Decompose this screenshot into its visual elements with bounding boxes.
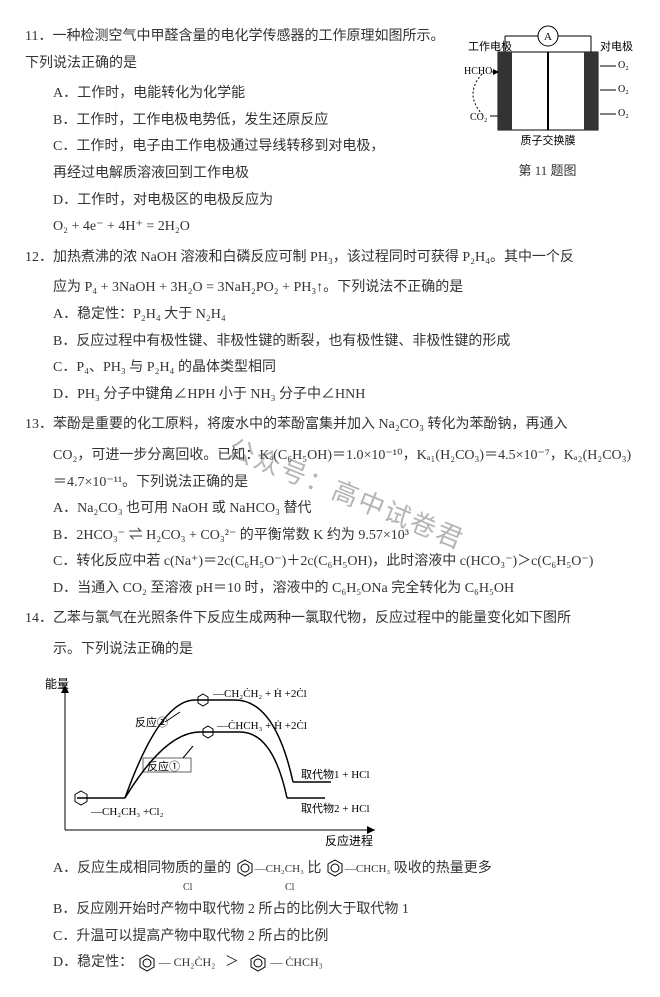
q11-caption: 第 11 题图 bbox=[460, 159, 635, 184]
q11-stem: 一种检测空气中甲醛含量的电化学传感器的工作原理如图所示。下列说法正确的是 bbox=[25, 29, 444, 71]
svg-text:取代物2 + HCl: 取代物2 + HCl bbox=[301, 801, 370, 815]
svg-text:反应①: 反应① bbox=[147, 759, 180, 773]
q13-stem2: CO₂，可进一步分离回收。已知：Kₐ(C₆H₅OH)＝1.0×10⁻¹⁰，Kₐ₁… bbox=[53, 443, 635, 470]
energy-diagram: 能量 反应进程 —CH₂CH₃ +Cl₂ —CH₂ĊH₂ + Ḣ +2Ċl —Ċ… bbox=[25, 670, 635, 850]
svg-text:A: A bbox=[544, 31, 552, 43]
q11-figure: A 工作电极 对电极 HCHO CO₂ O₂ O₂ O₂ 质子交换膜 第 11 … bbox=[460, 24, 635, 184]
q14-a-cl2: Cl bbox=[285, 882, 294, 893]
svg-text:O₂: O₂ bbox=[618, 108, 629, 119]
sensor-diagram: A 工作电极 对电极 HCHO CO₂ O₂ O₂ O₂ 质子交换膜 bbox=[460, 24, 635, 159]
q14-opt-a: A．反应生成相同物质的量的 —CH₂CH₃ 比 —CHCH₃ 吸收的热量更多 C… bbox=[53, 856, 635, 898]
q14-stem2: 示。下列说法正确的是 bbox=[53, 637, 635, 664]
question-14: 14．乙苯与氯气在光照条件下反应生成两种一氯取代物，反应过程中的能量变化如下图所… bbox=[25, 606, 635, 977]
q14-a-cl1: Cl bbox=[183, 882, 192, 893]
q12-opt-c: C．P₄、PH₃ 与 P₂H₄ 的晶体类型相同 bbox=[53, 355, 635, 382]
q14-d-g2: — ĊHCH₃ bbox=[270, 955, 323, 969]
q13-opt-b: B．2HCO₃⁻ ⇌ H₂CO₃ + CO₃²⁻ 的平衡常数 K 约为 9.57… bbox=[53, 523, 635, 550]
q14-d-pre: D．稳定性： bbox=[53, 955, 133, 970]
q13-opt-d: D．当通入 CO₂ 至溶液 pH＝10 时，溶液中的 C₆H₅ONa 完全转化为… bbox=[53, 576, 635, 603]
svg-text:HCHO: HCHO bbox=[464, 66, 492, 77]
q14-stem1: 乙苯与氯气在光照条件下反应生成两种一氯取代物，反应过程中的能量变化如下图所 bbox=[53, 611, 571, 626]
question-11: A 工作电极 对电极 HCHO CO₂ O₂ O₂ O₂ 质子交换膜 第 11 … bbox=[25, 24, 635, 241]
q12-opt-d: D．PH₃ 分子中键角∠HPH 小于 NH₃ 分子中∠HNH bbox=[53, 382, 635, 409]
q12-opt-a: A．稳定性：P₂H₄ 大于 N₂H₄ bbox=[53, 302, 635, 329]
svg-text:反应②: 反应② bbox=[135, 715, 168, 729]
svg-text:CO₂: CO₂ bbox=[470, 112, 487, 123]
q14-a-g1: —CH₂CH₃ bbox=[255, 863, 304, 875]
q11-opt-d2: O₂ + 4e⁻ + 4H⁺ = 2H₂O bbox=[53, 214, 635, 241]
q14-a-mid: 比 bbox=[307, 861, 321, 876]
svg-text:取代物1 + HCl: 取代物1 + HCl bbox=[301, 767, 370, 781]
svg-text:O₂: O₂ bbox=[618, 84, 629, 95]
benzene-icon bbox=[235, 858, 255, 878]
q11-num: 11． bbox=[25, 29, 52, 44]
svg-text:—CH₂CH₃ +Cl₂: —CH₂CH₃ +Cl₂ bbox=[90, 806, 164, 818]
svg-text:—ĊHCH₃ + Ḣ +2Ċl: —ĊHCH₃ + Ḣ +2Ċl bbox=[216, 720, 307, 732]
question-13: 13．苯酚是重要的化工原料，将废水中的苯酚富集并加入 Na₂CO₃ 转化为苯酚钠… bbox=[25, 412, 635, 602]
q11-opt-d1: D．工作时，对电极区的电极反应为 bbox=[53, 188, 635, 215]
q12-opt-b: B．反应过程中有极性键、非极性键的断裂，也有极性键、非极性键的形成 bbox=[53, 329, 635, 356]
benzene-icon bbox=[137, 953, 159, 973]
benzene-icon bbox=[325, 858, 345, 878]
q14-a-post: 吸收的热量更多 bbox=[394, 861, 492, 876]
q12-num: 12． bbox=[25, 250, 53, 265]
q14-d-g1: — CH₂ĊH₂ bbox=[159, 955, 216, 969]
q14-a-g2: —CHCH₃ bbox=[345, 863, 390, 875]
svg-text:质子交换膜: 质子交换膜 bbox=[521, 133, 576, 147]
q13-num: 13． bbox=[25, 417, 53, 432]
question-12: 12．加热煮沸的浓 NaOH 溶液和白磷反应可制 PH₃，该过程同时可获得 P₂… bbox=[25, 245, 635, 409]
svg-text:—CH₂ĊH₂ + Ḣ +2Ċl: —CH₂ĊH₂ + Ḣ +2Ċl bbox=[212, 688, 307, 700]
q14-num: 14． bbox=[25, 611, 53, 626]
q14-a-pre: A．反应生成相同物质的量的 bbox=[53, 861, 231, 876]
svg-text:能量: 能量 bbox=[45, 677, 69, 691]
svg-text:工作电极: 工作电极 bbox=[468, 39, 512, 53]
q14-opt-b: B．反应刚开始时产物中取代物 2 所占的比例大于取代物 1 bbox=[53, 897, 635, 924]
svg-text:对电极: 对电极 bbox=[600, 39, 633, 53]
q14-d-gt: ＞ bbox=[225, 955, 239, 970]
svg-text:反应进程: 反应进程 bbox=[325, 833, 373, 848]
q13-stem1: 苯酚是重要的化工原料，将废水中的苯酚富集并加入 Na₂CO₃ 转化为苯酚钠，再通… bbox=[53, 417, 568, 432]
svg-text:O₂: O₂ bbox=[618, 60, 629, 71]
q14-opt-d: D．稳定性： — CH₂ĊH₂ ＞ — ĊHCH₃ bbox=[53, 950, 635, 977]
q12-stem2: 应为 P₄ + 3NaOH + 3H₂O = 3NaH₂PO₂ + PH₃↑。下… bbox=[53, 275, 635, 302]
q13-stem3: ＝4.7×10⁻¹¹。下列说法正确的是 bbox=[53, 470, 635, 497]
q13-opt-c: C．转化反应中若 c(Na⁺)＝2c(C₆H₅O⁻)＋2c(C₆H₅OH)，此时… bbox=[53, 549, 635, 576]
benzene-icon bbox=[248, 953, 270, 973]
q13-opt-a: A．Na₂CO₃ 也可用 NaOH 或 NaHCO₃ 替代 bbox=[53, 496, 635, 523]
q12-stem1: 加热煮沸的浓 NaOH 溶液和白磷反应可制 PH₃，该过程同时可获得 P₂H₄。… bbox=[53, 250, 574, 265]
q14-opt-c: C．升温可以提高产物中取代物 2 所占的比例 bbox=[53, 924, 635, 951]
